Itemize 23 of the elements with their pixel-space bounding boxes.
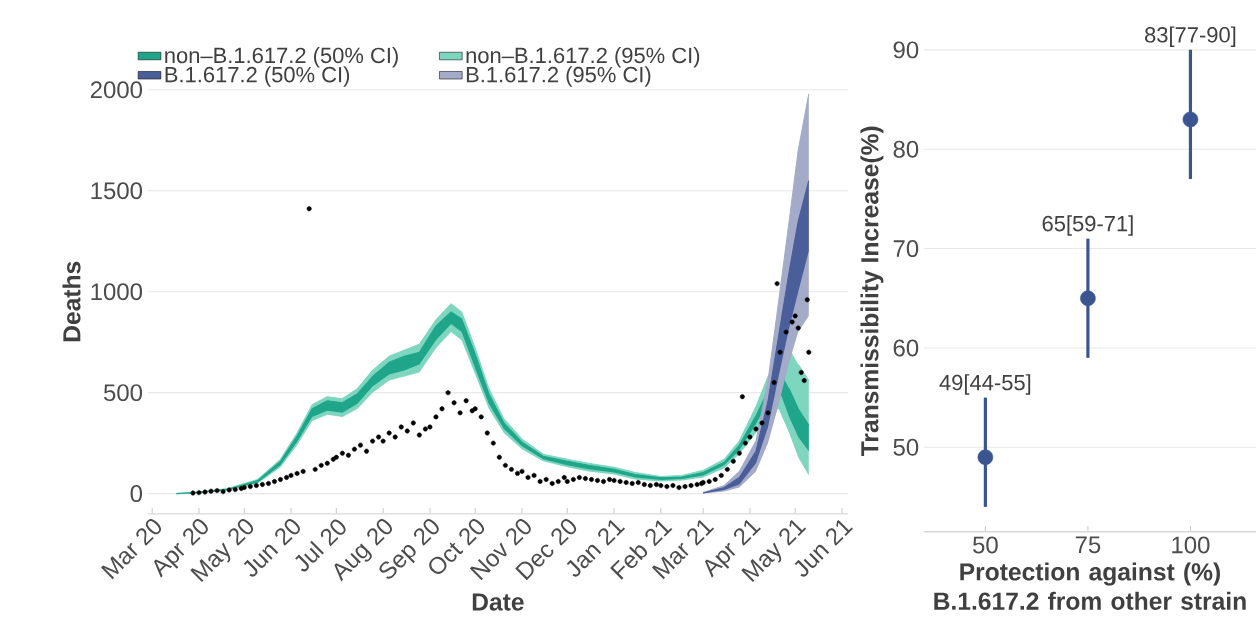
data-label: 49[44-55] xyxy=(939,374,1031,395)
y-tick-label: 60 xyxy=(893,339,919,357)
y-axis-title: Transmissibility Increase(%) xyxy=(860,126,884,457)
point xyxy=(977,449,994,466)
y-tick-label: 50 xyxy=(893,439,919,456)
data-label: 83[77-90] xyxy=(1145,26,1236,48)
point xyxy=(1080,290,1096,307)
x-axis-title: Protection against (%) B.1.617.2 from other strain xyxy=(934,562,1246,611)
point xyxy=(1182,111,1199,128)
y-tick-label: 1000 xyxy=(91,283,143,301)
y-tick-label: 80 xyxy=(893,140,919,158)
x-tick-label: 50 xyxy=(973,536,998,554)
x-tick-label: 100 xyxy=(1172,536,1210,554)
x-axis-title: Date xyxy=(472,593,524,611)
x-tick-label: 75 xyxy=(1075,536,1101,554)
y-tick-label: 70 xyxy=(893,240,919,258)
y-tick-label: 2000 xyxy=(90,81,143,99)
y-tick-label: 90 xyxy=(893,41,919,59)
data-label: 65[59-71] xyxy=(1042,215,1133,236)
y-tick-label: 1500 xyxy=(91,182,143,200)
y-axis-title: Deaths xyxy=(62,262,81,342)
y-tick-label: 0 xyxy=(130,485,143,503)
y-tick-label: 500 xyxy=(103,384,143,402)
